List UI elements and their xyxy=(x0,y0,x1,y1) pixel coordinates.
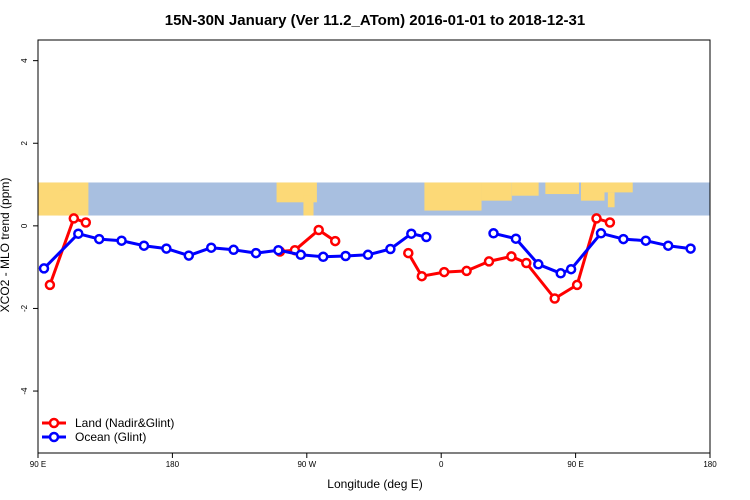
map-band-land xyxy=(545,182,579,195)
y-tick-label: 2 xyxy=(20,140,29,145)
land-data-point xyxy=(313,224,324,236)
land-data-point xyxy=(604,217,616,228)
ocean-data-point xyxy=(362,249,374,261)
map-band-land xyxy=(607,192,615,208)
land-data-point xyxy=(483,256,495,267)
ocean-data-point xyxy=(385,243,396,255)
map-band-land xyxy=(602,182,633,193)
land-series-line xyxy=(279,228,337,253)
land-data-point xyxy=(80,217,92,228)
x-tick-label: 90 E xyxy=(30,460,46,469)
map-band-land xyxy=(511,182,539,196)
land-data-point xyxy=(461,265,472,277)
ocean-data-point xyxy=(38,263,50,274)
map-band-land xyxy=(58,190,72,216)
y-tick-label: -4 xyxy=(20,387,29,395)
ocean-data-point xyxy=(595,228,607,239)
land-data-point xyxy=(591,213,602,224)
legend-ocean-label: Ocean (Glint) xyxy=(75,430,146,444)
map-band-land xyxy=(303,195,314,216)
legend-ocean-marker xyxy=(48,431,60,443)
ocean-data-point xyxy=(565,263,577,275)
legend: Land (Nadir&Glint) Ocean (Glint) xyxy=(42,416,174,444)
x-tick-label: 90 W xyxy=(297,460,316,469)
x-tick-label: 180 xyxy=(703,460,717,469)
land-data-point xyxy=(438,266,450,278)
ocean-data-point xyxy=(406,228,417,239)
ocean-data-point xyxy=(618,233,629,245)
land-data-point xyxy=(549,293,560,304)
plot-area: 90 E 180 90 W 0 90 E 180 4 2 0 -2 -4 xyxy=(20,39,717,469)
x-tick-label: 0 xyxy=(439,460,444,469)
ocean-data-point xyxy=(161,243,172,254)
map-band-land xyxy=(481,182,512,201)
land-data-point xyxy=(506,251,517,262)
ocean-data-point xyxy=(183,250,195,261)
y-tick-label: 0 xyxy=(20,223,29,228)
map-band-land xyxy=(424,182,482,211)
x-tick-label: 90 E xyxy=(567,460,583,469)
map-band-land xyxy=(580,182,605,201)
ocean-data-point xyxy=(317,251,329,263)
ocean-data-point xyxy=(273,244,284,256)
ocean-data-point xyxy=(662,240,674,251)
ocean-data-point xyxy=(685,243,696,254)
ocean-data-point xyxy=(228,244,239,256)
ocean-data-point xyxy=(555,268,566,279)
ocean-data-point xyxy=(510,233,522,244)
ocean-data-point xyxy=(533,259,544,270)
land-data-point xyxy=(329,235,341,247)
land-data-point xyxy=(571,279,583,291)
legend-land-marker xyxy=(48,417,60,429)
x-tick-label: 180 xyxy=(166,460,180,469)
ocean-data-point xyxy=(250,247,262,259)
ocean-data-point xyxy=(340,250,351,262)
ocean-data-point xyxy=(116,235,127,246)
ocean-data-point xyxy=(205,242,217,253)
ocean-data-point xyxy=(138,240,150,251)
land-series-line xyxy=(48,216,87,286)
y-axis-label: XCO2 - MLO trend (ppm) xyxy=(0,178,12,313)
ocean-data-point xyxy=(73,228,84,239)
land-data-point xyxy=(416,270,428,282)
legend-land-label: Land (Nadir&Glint) xyxy=(75,416,174,430)
land-data-point xyxy=(403,247,414,259)
chart-title: 15N-30N January (Ver 11.2_ATom) 2016-01-… xyxy=(165,12,586,29)
ocean-data-point xyxy=(488,228,499,239)
ocean-data-point xyxy=(640,235,652,246)
ocean-data-point xyxy=(421,231,432,243)
land-data-point xyxy=(521,257,532,269)
x-axis-label: Longitude (deg E) xyxy=(327,477,422,491)
ocean-series-line xyxy=(493,231,691,275)
land-data-point xyxy=(44,279,56,291)
y-tick-label: -2 xyxy=(20,304,29,312)
ocean-data-point xyxy=(93,233,105,245)
land-data-point xyxy=(68,213,80,224)
plot-frame xyxy=(37,39,711,454)
y-tick-label: 4 xyxy=(20,58,29,63)
ocean-data-point xyxy=(295,249,307,261)
